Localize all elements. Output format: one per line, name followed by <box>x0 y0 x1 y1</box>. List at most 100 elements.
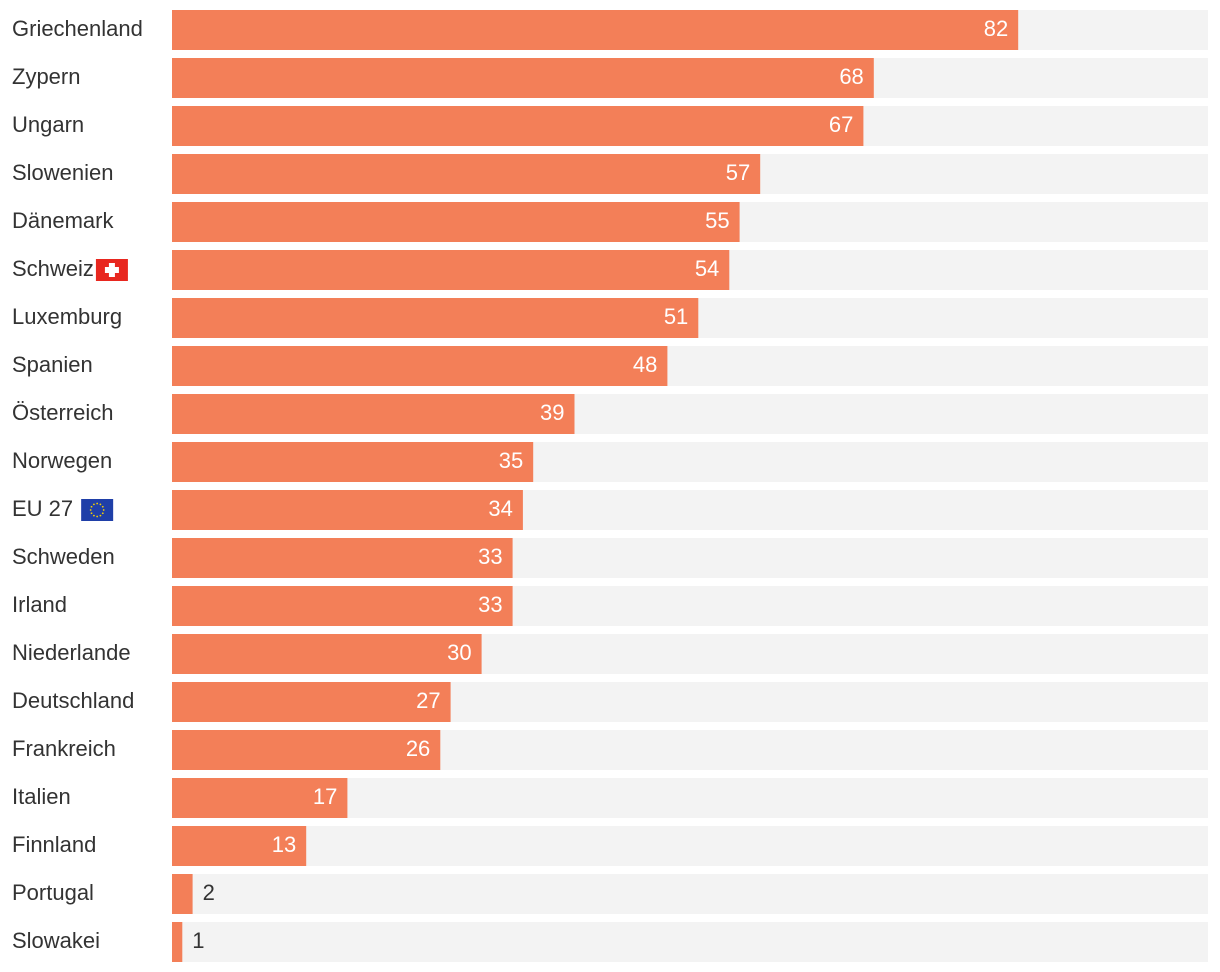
eu-flag-field <box>81 499 114 521</box>
bar <box>172 298 699 338</box>
eu-flag-star <box>89 509 92 511</box>
bar <box>172 10 1019 50</box>
swiss-flag-icon <box>95 259 128 281</box>
bar <box>172 442 534 482</box>
category-label: Österreich <box>12 400 113 425</box>
value-label: 35 <box>499 448 523 473</box>
bar <box>172 682 451 722</box>
category-label: EU 27 <box>12 496 73 521</box>
value-label: 82 <box>984 16 1008 41</box>
category-label: Schweden <box>12 544 115 569</box>
eu-flag-star <box>90 505 93 508</box>
category-label: Niederlande <box>12 640 131 665</box>
bar <box>172 826 307 866</box>
bar-row: Griechenland 82 <box>12 10 1208 50</box>
bar <box>172 202 740 242</box>
eu-flag-star <box>93 514 95 517</box>
category-label: Spanien <box>12 352 93 377</box>
bar-row: Portugal 2 <box>12 874 1208 914</box>
bar-track <box>172 874 1208 914</box>
bar-row: Frankreich 26 <box>12 730 1208 770</box>
bar-row: Österreich 39 <box>12 394 1208 434</box>
category-label: Griechenland <box>12 16 143 41</box>
bar-row: Italien 17 <box>12 778 1208 818</box>
eu-flag-star <box>101 512 104 515</box>
category-label: Irland <box>12 592 67 617</box>
bar-row: Slowakei 1 <box>12 922 1208 962</box>
value-label: 57 <box>726 160 750 185</box>
bar <box>172 586 513 626</box>
value-label: 33 <box>478 592 502 617</box>
eu-flag-star <box>102 509 105 511</box>
category-label: Schweiz <box>12 256 94 281</box>
value-label: 30 <box>447 640 471 665</box>
category-label: Italien <box>12 784 71 809</box>
value-label: 13 <box>272 832 296 857</box>
bar-row: Ungarn 67 <box>12 106 1208 146</box>
category-label: Dänemark <box>12 208 114 233</box>
swiss-flag-cross-horizontal <box>104 267 119 273</box>
bar-row: Slowenien 57 <box>12 154 1208 194</box>
value-label: 2 <box>203 880 215 905</box>
eu-flag-star <box>93 503 95 506</box>
bar-row: Schweden 33 <box>12 538 1208 578</box>
eu-flag-star <box>96 515 99 518</box>
bar-row: Zypern 68 <box>12 58 1208 98</box>
value-label: 17 <box>313 784 337 809</box>
bar-row: EU 27 34 <box>12 490 1208 530</box>
eu-flag-star <box>99 503 102 506</box>
bar-row: Norwegen 35 <box>12 442 1208 482</box>
eu-flag-star <box>99 514 102 517</box>
bar <box>172 106 864 146</box>
bar-row: Deutschland 27 <box>12 682 1208 722</box>
value-label: 55 <box>705 208 729 233</box>
value-label: 27 <box>416 688 440 713</box>
category-label: Slowakei <box>12 928 100 953</box>
bar-track <box>172 826 1208 866</box>
eu-flag-star <box>101 505 104 508</box>
category-label: Zypern <box>12 64 80 89</box>
bar-track <box>172 922 1208 962</box>
eu-flag-star <box>96 502 99 505</box>
bar <box>172 490 523 530</box>
bar-row: Finnland 13 <box>12 826 1208 866</box>
bar <box>172 730 441 770</box>
value-label: 67 <box>829 112 853 137</box>
value-label: 39 <box>540 400 564 425</box>
value-label: 33 <box>478 544 502 569</box>
bar-row: Niederlande 30 <box>12 634 1208 674</box>
eu-flag-icon <box>81 499 114 521</box>
bar <box>172 538 513 578</box>
category-label: Norwegen <box>12 448 112 473</box>
bar <box>172 154 761 194</box>
bar-row: Irland 33 <box>12 586 1208 626</box>
value-label: 34 <box>488 496 512 521</box>
bar <box>172 346 668 386</box>
bar <box>172 922 183 962</box>
bar-row: Dänemark 55 <box>12 202 1208 242</box>
bar <box>172 778 348 818</box>
category-label: Ungarn <box>12 112 84 137</box>
bar <box>172 250 730 290</box>
bar-row: Luxemburg 51 <box>12 298 1208 338</box>
category-label: Finnland <box>12 832 96 857</box>
bar-row: Schweiz 54 <box>12 250 1208 290</box>
bar <box>172 874 193 914</box>
value-label: 51 <box>664 304 688 329</box>
bar <box>172 58 874 98</box>
category-label: Deutschland <box>12 688 134 713</box>
category-label: Slowenien <box>12 160 114 185</box>
category-label: Luxemburg <box>12 304 122 329</box>
value-label: 1 <box>192 928 204 953</box>
bar <box>172 394 575 434</box>
value-label: 48 <box>633 352 657 377</box>
category-label: Portugal <box>12 880 94 905</box>
category-label: Frankreich <box>12 736 116 761</box>
value-label: 54 <box>695 256 719 281</box>
eu-flag-star <box>90 512 93 515</box>
value-label: 68 <box>839 64 863 89</box>
bar-row: Spanien 48 <box>12 346 1208 386</box>
value-label: 26 <box>406 736 430 761</box>
bar <box>172 634 482 674</box>
